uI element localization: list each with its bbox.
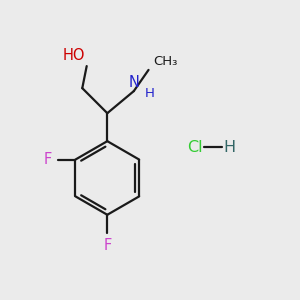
Text: Cl: Cl	[188, 140, 203, 154]
Text: H: H	[145, 87, 155, 100]
Text: N: N	[128, 75, 139, 90]
Text: H: H	[224, 140, 236, 154]
Text: HO: HO	[63, 47, 85, 62]
Text: F: F	[103, 238, 111, 253]
Text: F: F	[44, 152, 52, 167]
Text: CH₃: CH₃	[153, 55, 177, 68]
